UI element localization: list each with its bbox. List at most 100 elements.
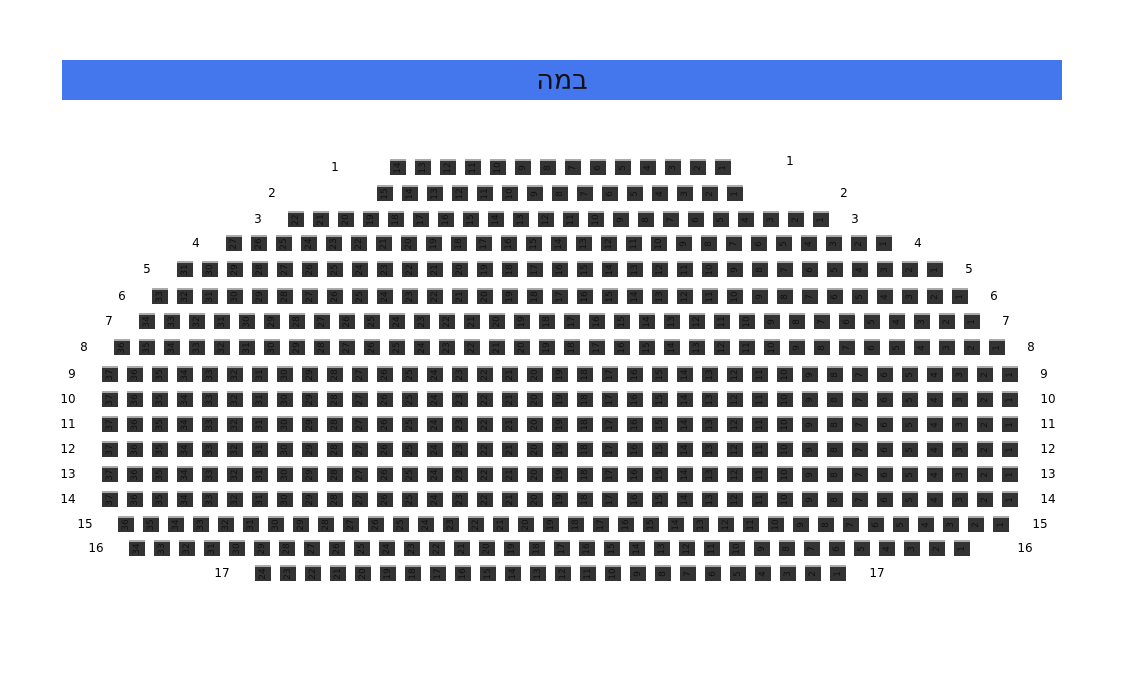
seat[interactable]: 20 xyxy=(518,516,534,532)
seat[interactable]: 37 xyxy=(102,491,118,507)
seat[interactable]: 21 xyxy=(502,391,518,407)
seat[interactable]: 34 xyxy=(177,416,193,432)
seat[interactable]: 19 xyxy=(514,313,530,329)
seat[interactable]: 37 xyxy=(102,466,118,482)
seat[interactable]: 1 xyxy=(1002,441,1018,457)
seat[interactable]: 20 xyxy=(527,491,543,507)
seat[interactable]: 29 xyxy=(293,516,309,532)
seat[interactable]: 25 xyxy=(364,313,380,329)
seat[interactable]: 2 xyxy=(927,288,943,304)
seat[interactable]: 21 xyxy=(502,466,518,482)
seat[interactable]: 3 xyxy=(952,491,968,507)
seat[interactable]: 27 xyxy=(304,540,320,556)
seat[interactable]: 12 xyxy=(727,416,743,432)
seat[interactable]: 28 xyxy=(327,441,343,457)
seat[interactable]: 17 xyxy=(552,288,568,304)
seat[interactable]: 12 xyxy=(727,491,743,507)
seat[interactable]: 9 xyxy=(754,540,770,556)
seat[interactable]: 28 xyxy=(279,540,295,556)
seat[interactable]: 35 xyxy=(152,416,168,432)
seat[interactable]: 22 xyxy=(477,416,493,432)
seat[interactable]: 23 xyxy=(280,565,296,581)
seat[interactable]: 15 xyxy=(463,211,479,227)
seat[interactable]: 11 xyxy=(702,288,718,304)
seat[interactable]: 33 xyxy=(152,288,168,304)
seat[interactable]: 20 xyxy=(479,540,495,556)
seat[interactable]: 30 xyxy=(277,441,293,457)
seat[interactable]: 32 xyxy=(227,491,243,507)
seat[interactable]: 2 xyxy=(977,491,993,507)
seat[interactable]: 32 xyxy=(227,441,243,457)
seat[interactable]: 10 xyxy=(777,416,793,432)
seat[interactable]: 14 xyxy=(602,261,618,277)
seat[interactable]: 6 xyxy=(864,339,880,355)
seat[interactable]: 20 xyxy=(401,235,417,251)
seat[interactable]: 12 xyxy=(652,261,668,277)
seat[interactable]: 32 xyxy=(227,391,243,407)
seat[interactable]: 11 xyxy=(752,466,768,482)
seat[interactable]: 27 xyxy=(352,441,368,457)
seat[interactable]: 23 xyxy=(326,235,342,251)
seat[interactable]: 19 xyxy=(504,540,520,556)
seat[interactable]: 7 xyxy=(577,185,593,201)
seat[interactable]: 2 xyxy=(929,540,945,556)
seat[interactable]: 4 xyxy=(801,235,817,251)
seat[interactable]: 29 xyxy=(227,261,243,277)
seat[interactable]: 5 xyxy=(827,261,843,277)
seat[interactable]: 30 xyxy=(239,313,255,329)
seat[interactable]: 2 xyxy=(805,565,821,581)
seat[interactable]: 33 xyxy=(202,491,218,507)
seat[interactable]: 18 xyxy=(502,261,518,277)
seat[interactable]: 3 xyxy=(952,416,968,432)
seat[interactable]: 22 xyxy=(477,441,493,457)
seat[interactable]: 24 xyxy=(427,366,443,382)
seat[interactable]: 33 xyxy=(193,516,209,532)
seat[interactable]: 7 xyxy=(804,540,820,556)
seat[interactable]: 12 xyxy=(727,391,743,407)
seat[interactable]: 31 xyxy=(252,366,268,382)
seat[interactable]: 16 xyxy=(501,235,517,251)
seat[interactable]: 28 xyxy=(327,491,343,507)
seat[interactable]: 3 xyxy=(952,441,968,457)
seat[interactable]: 5 xyxy=(864,313,880,329)
seat[interactable]: 26 xyxy=(377,391,393,407)
seat[interactable]: 19 xyxy=(552,416,568,432)
seat[interactable]: 27 xyxy=(302,288,318,304)
seat[interactable]: 35 xyxy=(143,516,159,532)
seat[interactable]: 3 xyxy=(914,313,930,329)
seat[interactable]: 22 xyxy=(477,391,493,407)
seat[interactable]: 20 xyxy=(527,416,543,432)
seat[interactable]: 5 xyxy=(730,565,746,581)
seat[interactable]: 10 xyxy=(764,339,780,355)
seat[interactable]: 6 xyxy=(877,391,893,407)
seat[interactable]: 19 xyxy=(552,366,568,382)
seat[interactable]: 22 xyxy=(464,339,480,355)
seat[interactable]: 19 xyxy=(477,261,493,277)
seat[interactable]: 9 xyxy=(793,516,809,532)
seat[interactable]: 12 xyxy=(727,466,743,482)
seat[interactable]: 12 xyxy=(727,366,743,382)
seat[interactable]: 10 xyxy=(768,516,784,532)
seat[interactable]: 16 xyxy=(618,516,634,532)
seat[interactable]: 9 xyxy=(515,159,531,175)
seat[interactable]: 9 xyxy=(676,235,692,251)
seat[interactable]: 3 xyxy=(943,516,959,532)
seat[interactable]: 3 xyxy=(665,159,681,175)
seat[interactable]: 17 xyxy=(602,491,618,507)
seat[interactable]: 19 xyxy=(552,491,568,507)
seat[interactable]: 23 xyxy=(452,491,468,507)
seat[interactable]: 15 xyxy=(652,391,668,407)
seat[interactable]: 31 xyxy=(252,441,268,457)
seat[interactable]: 13 xyxy=(654,540,670,556)
seat[interactable]: 27 xyxy=(343,516,359,532)
seat[interactable]: 3 xyxy=(780,565,796,581)
seat[interactable]: 11 xyxy=(580,565,596,581)
seat[interactable]: 35 xyxy=(152,466,168,482)
seat[interactable]: 18 xyxy=(451,235,467,251)
seat[interactable]: 14 xyxy=(677,441,693,457)
seat[interactable]: 9 xyxy=(802,466,818,482)
seat[interactable]: 24 xyxy=(427,391,443,407)
seat[interactable]: 2 xyxy=(939,313,955,329)
seat[interactable]: 19 xyxy=(502,288,518,304)
seat[interactable]: 19 xyxy=(552,391,568,407)
